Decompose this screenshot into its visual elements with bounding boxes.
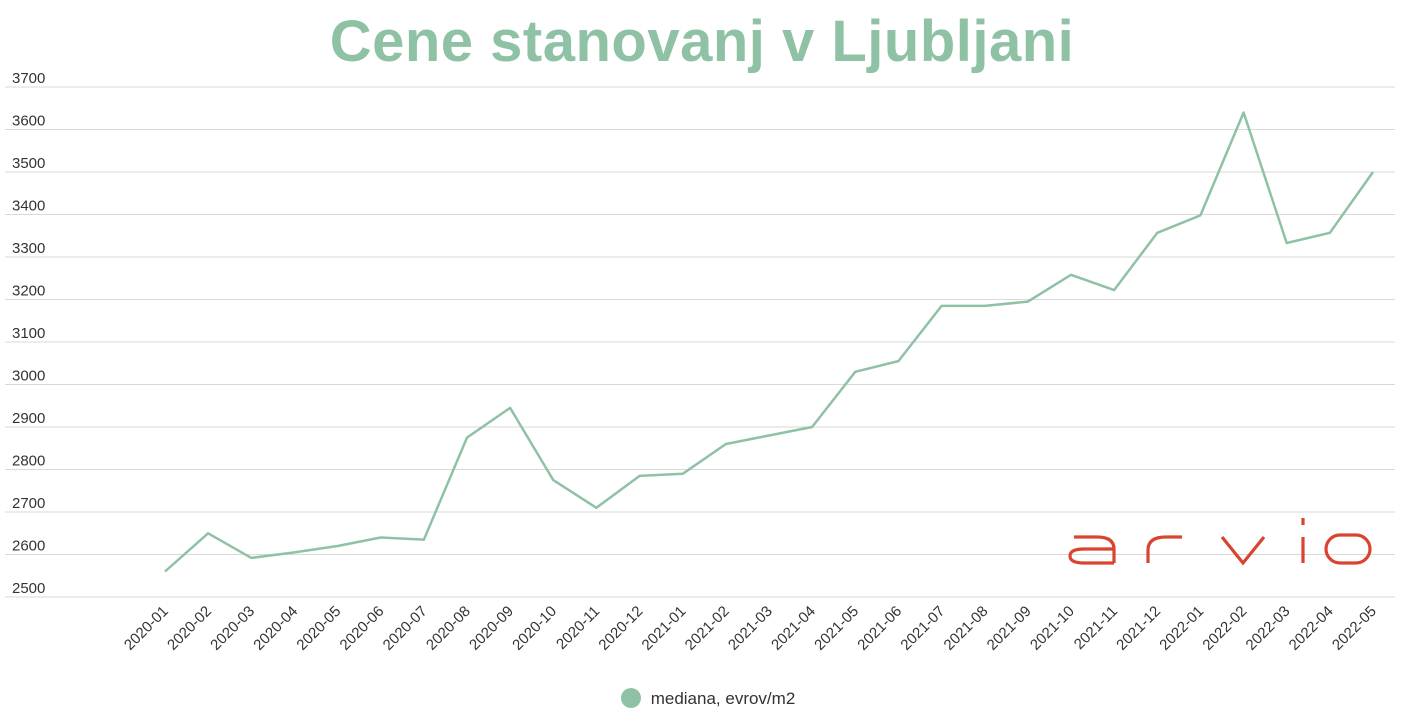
x-tick-label: 2021-07 xyxy=(897,603,948,654)
legend-label: mediana, evrov/m2 xyxy=(650,689,796,708)
x-tick-label: 2020-09 xyxy=(466,603,517,654)
x-tick-label: 2021-08 xyxy=(941,603,992,654)
x-tick-label: 2020-04 xyxy=(250,603,301,654)
y-tick-label: 3200 xyxy=(12,283,45,300)
x-tick-label: 2021-12 xyxy=(1113,603,1164,654)
y-tick-label: 3500 xyxy=(12,155,45,172)
x-tick-label: 2020-10 xyxy=(509,603,560,654)
y-tick-label: 2800 xyxy=(12,453,45,470)
x-tick-label: 2020-08 xyxy=(423,603,474,654)
y-tick-label: 2500 xyxy=(12,580,45,597)
y-tick-label: 3100 xyxy=(12,325,45,342)
legend: mediana, evrov/m2 xyxy=(0,688,1416,709)
y-tick-label: 3000 xyxy=(12,368,45,385)
legend-marker xyxy=(620,688,641,708)
x-tick-label: 2022-01 xyxy=(1156,603,1207,654)
x-tick-label: 2021-05 xyxy=(811,603,862,654)
x-tick-label: 2020-02 xyxy=(164,603,215,654)
x-tick-label: 2022-02 xyxy=(1199,603,1250,654)
x-tick-label: 2021-11 xyxy=(1071,603,1121,653)
grid-lines xyxy=(5,86,1395,598)
y-tick-label: 3300 xyxy=(12,240,45,257)
x-tick-label: 2022-05 xyxy=(1329,603,1380,654)
y-axis-ticks: 2500 2600 2700 2800 2900 3000 3100 3200 3300 3400… xyxy=(12,70,45,597)
x-tick-label: 2020-12 xyxy=(595,603,646,654)
x-tick-label: 2020-01 xyxy=(121,603,172,654)
x-tick-label: 2020-07 xyxy=(380,603,431,654)
y-tick-label: 2900 xyxy=(12,410,45,427)
y-tick-label: 2600 xyxy=(12,538,45,555)
x-tick-label: 2020-03 xyxy=(207,603,258,654)
x-tick-label: 2022-03 xyxy=(1243,603,1294,654)
y-tick-label: 3400 xyxy=(12,198,45,215)
x-tick-label: 2020-05 xyxy=(293,603,344,654)
x-axis-ticks: 2020-012020-022020-032020-042020-052020-… xyxy=(121,603,1380,654)
x-tick-label: 2021-06 xyxy=(854,603,905,654)
y-tick-label: 2700 xyxy=(12,495,45,512)
x-tick-label: 2021-10 xyxy=(1027,603,1078,654)
logo-letter-o xyxy=(1324,533,1372,565)
y-tick-label: 3600 xyxy=(12,113,45,130)
y-tick-label: 3700 xyxy=(12,70,45,87)
x-tick-label: 2021-09 xyxy=(984,603,1035,654)
logo-letter-a xyxy=(1068,535,1116,565)
x-tick-label: 2021-01 xyxy=(639,603,690,654)
logo-letter-r xyxy=(1146,535,1182,563)
arvio-logo xyxy=(1068,518,1372,566)
x-tick-label: 2021-02 xyxy=(682,603,733,654)
series-layer xyxy=(164,111,1375,573)
logo-letter-v xyxy=(1220,535,1266,566)
x-tick-label: 2021-04 xyxy=(768,603,819,654)
x-tick-label: 2020-06 xyxy=(337,603,388,654)
x-tick-label: 2020-11 xyxy=(553,603,603,653)
x-tick-label: 2022-04 xyxy=(1286,603,1337,654)
x-tick-label: 2021-03 xyxy=(725,603,776,654)
chart-title: Cene stanovanj v Ljubljani xyxy=(329,9,1075,74)
